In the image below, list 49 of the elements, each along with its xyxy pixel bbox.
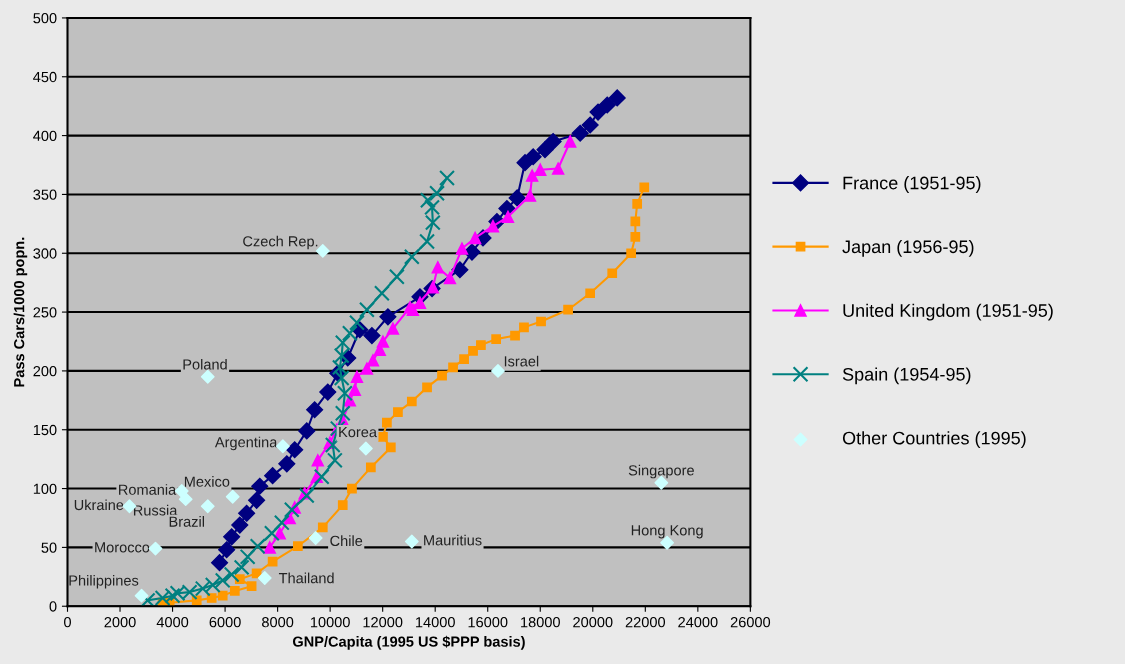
y-tick-label: 0 xyxy=(49,601,57,612)
y-tick-label: 350 xyxy=(33,189,57,200)
x-tick-label: 0 xyxy=(64,617,71,628)
x-tick-label: 6000 xyxy=(209,617,241,628)
annotation: Poland xyxy=(183,358,227,370)
annotation: Mexico xyxy=(184,476,230,487)
x-tick-label: 20000 xyxy=(573,617,613,628)
x-axis-title: GNP/Capita (1995 US $PPP basis) xyxy=(292,635,525,650)
y-tick-label: 50 xyxy=(41,542,57,553)
x-tick-label: 12000 xyxy=(363,617,403,628)
x-tick-label: 2000 xyxy=(104,617,136,628)
annotation: Singapore xyxy=(628,464,694,479)
annotation: Morocco xyxy=(95,542,150,553)
x-tick-label: 14000 xyxy=(416,617,455,628)
annotation: Korea xyxy=(339,427,377,438)
y-tick-label: 300 xyxy=(33,248,57,259)
legend-label: France (1951-95) xyxy=(843,176,981,193)
legend-label: Japan (1956-95) xyxy=(842,239,974,257)
annotation: Hong Kong xyxy=(631,525,703,539)
x-tick-label: 8000 xyxy=(262,617,294,628)
annotation: Philippines xyxy=(69,574,139,589)
annotation: Mauritius xyxy=(424,534,482,546)
y-tick-label: 200 xyxy=(33,366,57,377)
y-tick-label: 150 xyxy=(33,424,57,436)
y-tick-label: 250 xyxy=(33,307,57,318)
y-tick-label: 500 xyxy=(33,13,57,24)
annotation: Argentina xyxy=(214,436,278,451)
annotation: Chile xyxy=(330,535,363,547)
x-tick-label: 26000 xyxy=(730,617,771,628)
x-tick-label: 24000 xyxy=(678,617,718,628)
x-tick-label: 4000 xyxy=(156,617,189,628)
annotation: Ukraine xyxy=(74,499,124,511)
annotation: Russia xyxy=(133,504,178,516)
legend-label: Spain (1954-95) xyxy=(842,367,971,385)
annotation: Brazil xyxy=(169,516,204,527)
x-tick-label: 10000 xyxy=(310,617,350,628)
legend-label: United Kingdom (1951-95) xyxy=(843,303,1053,321)
x-tick-label: 16000 xyxy=(468,617,508,628)
y-axis-title: Pass Cars/1000 popn. xyxy=(13,237,28,387)
x-tick-label: 22000 xyxy=(625,617,666,628)
annotation: Israel xyxy=(504,355,539,367)
x-tick-label: 18000 xyxy=(521,617,560,628)
annotation: Romania xyxy=(119,484,177,495)
y-tick-label: 400 xyxy=(33,130,57,142)
annotation: Czech Rep. xyxy=(243,235,318,250)
annotation: Thailand xyxy=(278,572,334,584)
legend-label: Other Countries (1995) xyxy=(842,431,1026,449)
y-tick-label: 100 xyxy=(33,483,57,494)
y-tick-label: 450 xyxy=(33,71,57,83)
